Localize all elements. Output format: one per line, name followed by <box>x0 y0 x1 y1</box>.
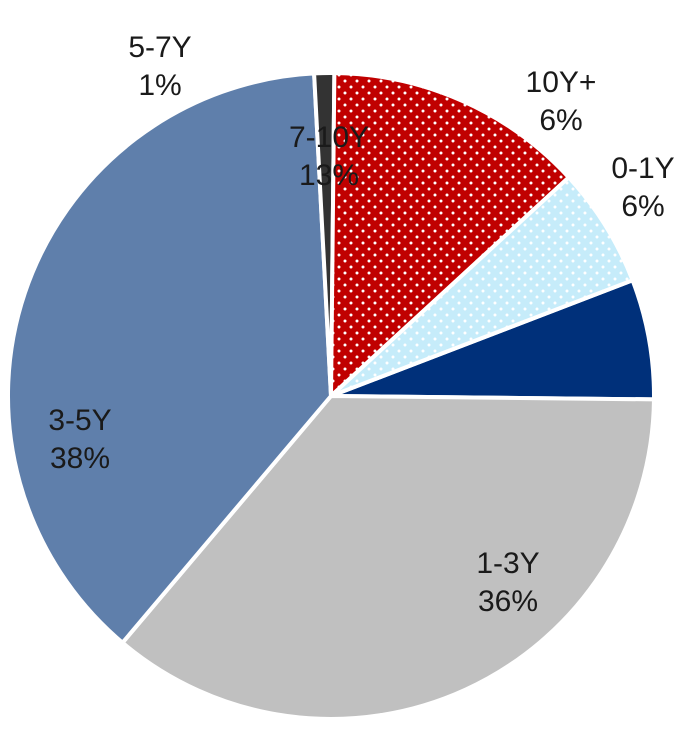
pie-slice-0-1y <box>329 278 656 402</box>
slice-label: 0-1Y 6% <box>611 152 674 223</box>
pie-slice-3-5y <box>5 71 333 645</box>
slice-label: 5-7Y 1% <box>128 31 191 102</box>
slice-value-label: 36% <box>478 585 538 618</box>
slice-label: 3-5Y 38% <box>48 404 111 475</box>
slice-category-label: 7-10Y <box>289 121 369 154</box>
pie-slice-7-10y <box>329 71 571 398</box>
slice-value-label: 38% <box>50 442 110 475</box>
slice-value-label: 1% <box>138 69 181 102</box>
slice-value-label: 6% <box>621 190 664 223</box>
slice-label: 1-3Y 36% <box>476 547 539 618</box>
pie-labels: 0-1Y 6% 1-3Y 36% 3-5Y 38% 5-7Y 1% 7-10Y 13% 10Y+ 6% <box>48 31 674 618</box>
pie-slice-10y <box>329 175 635 398</box>
slice-label: 7-10Y 13% <box>289 121 369 192</box>
slice-category-label: 3-5Y <box>48 404 111 437</box>
slice-value-label: 13% <box>299 159 359 192</box>
slice-category-label: 1-3Y <box>476 547 539 580</box>
slice-label: 10Y+ 6% <box>526 66 597 137</box>
slice-category-label: 0-1Y <box>611 152 674 185</box>
pie-slices <box>5 71 656 721</box>
slice-value-label: 6% <box>539 104 582 137</box>
slice-category-label: 10Y+ <box>526 66 597 99</box>
pie-slice-1-3y <box>120 394 656 721</box>
slice-category-label: 5-7Y <box>128 31 191 64</box>
